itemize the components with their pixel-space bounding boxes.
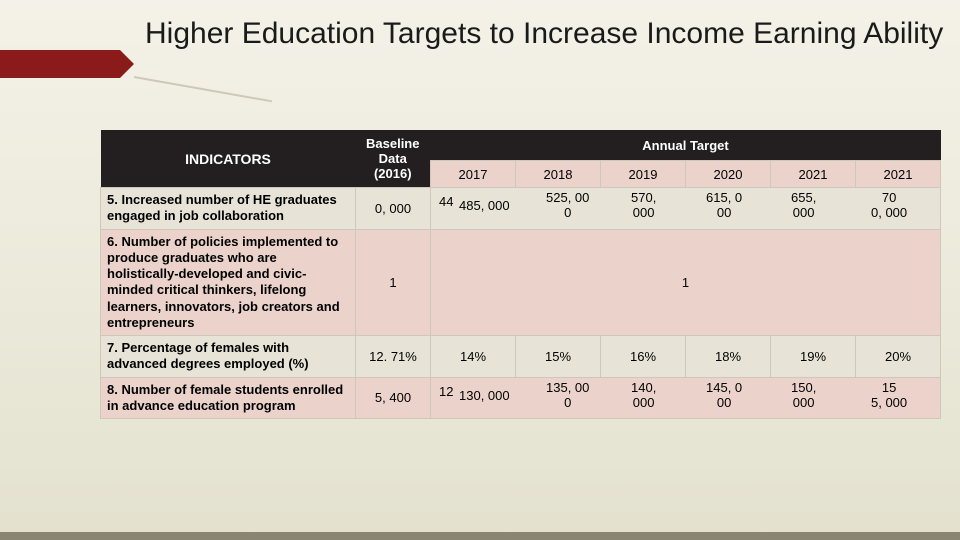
table-row: 7. Percentage of females with advanced d… [101,336,941,378]
col-header-year: 2019 [601,161,686,188]
target-value: 15 5, 000 [871,380,907,410]
accent-bar [0,50,120,78]
target-value: 140, 000 [631,380,656,410]
target-value: 16% [601,336,686,378]
target-cell-row3: 12 130, 000 135, 00 0 140, 000 145, 0 00… [431,377,941,419]
target-value: 655, 000 [791,190,816,220]
indicator-label: 6. Number of policies implemented to pro… [101,229,356,336]
page-title: Higher Education Targets to Increase Inc… [145,15,943,53]
targets-table: INDICATORS Baseline Data (2016) Annual T… [100,130,941,419]
table-row: 8. Number of female students enrolled in… [101,377,941,419]
col-header-year: 2021 [771,161,856,188]
target-value: 44 [439,194,453,209]
col-header-indicators: INDICATORS [101,130,356,188]
target-value: 570, 000 [631,190,656,220]
target-value: 485, 000 [459,198,510,213]
bottom-shadow [0,532,960,540]
baseline-value: 5, 400 [356,377,431,419]
col-header-year: 2020 [686,161,771,188]
baseline-value: 1 [356,229,431,336]
target-value: 145, 0 00 [706,380,742,410]
col-header-year: 2018 [516,161,601,188]
indicator-label: 5. Increased number of HE graduates enga… [101,188,356,230]
indicator-label: 7. Percentage of females with advanced d… [101,336,356,378]
targets-table-container: INDICATORS Baseline Data (2016) Annual T… [100,130,940,419]
indicator-label: 8. Number of female students enrolled in… [101,377,356,419]
target-value: 20% [856,336,941,378]
col-header-year: 2021 [856,161,941,188]
target-value: 70 0, 000 [871,190,907,220]
target-merged: 1 [431,229,941,336]
col-header-baseline: Baseline Data (2016) [356,130,431,188]
target-value: 12 [439,384,453,399]
col-header-annual-target: Annual Target [431,130,941,161]
target-value: 130, 000 [459,388,510,403]
table-row: 5. Increased number of HE graduates enga… [101,188,941,230]
target-value: 525, 00 0 [546,190,589,220]
accent-line [134,76,272,102]
target-value: 14% [431,336,516,378]
baseline-value: 12. 71% [356,336,431,378]
target-value: 615, 0 00 [706,190,742,220]
target-cell-row0: 44 485, 000 525, 00 0 570, 000 615, 0 00… [431,188,941,230]
target-value: 19% [771,336,856,378]
target-value: 135, 00 0 [546,380,589,410]
table-row: 6. Number of policies implemented to pro… [101,229,941,336]
target-value: 15% [516,336,601,378]
col-header-year: 2017 [431,161,516,188]
baseline-value: 0, 000 [356,188,431,230]
target-value: 150, 000 [791,380,816,410]
target-value: 18% [686,336,771,378]
